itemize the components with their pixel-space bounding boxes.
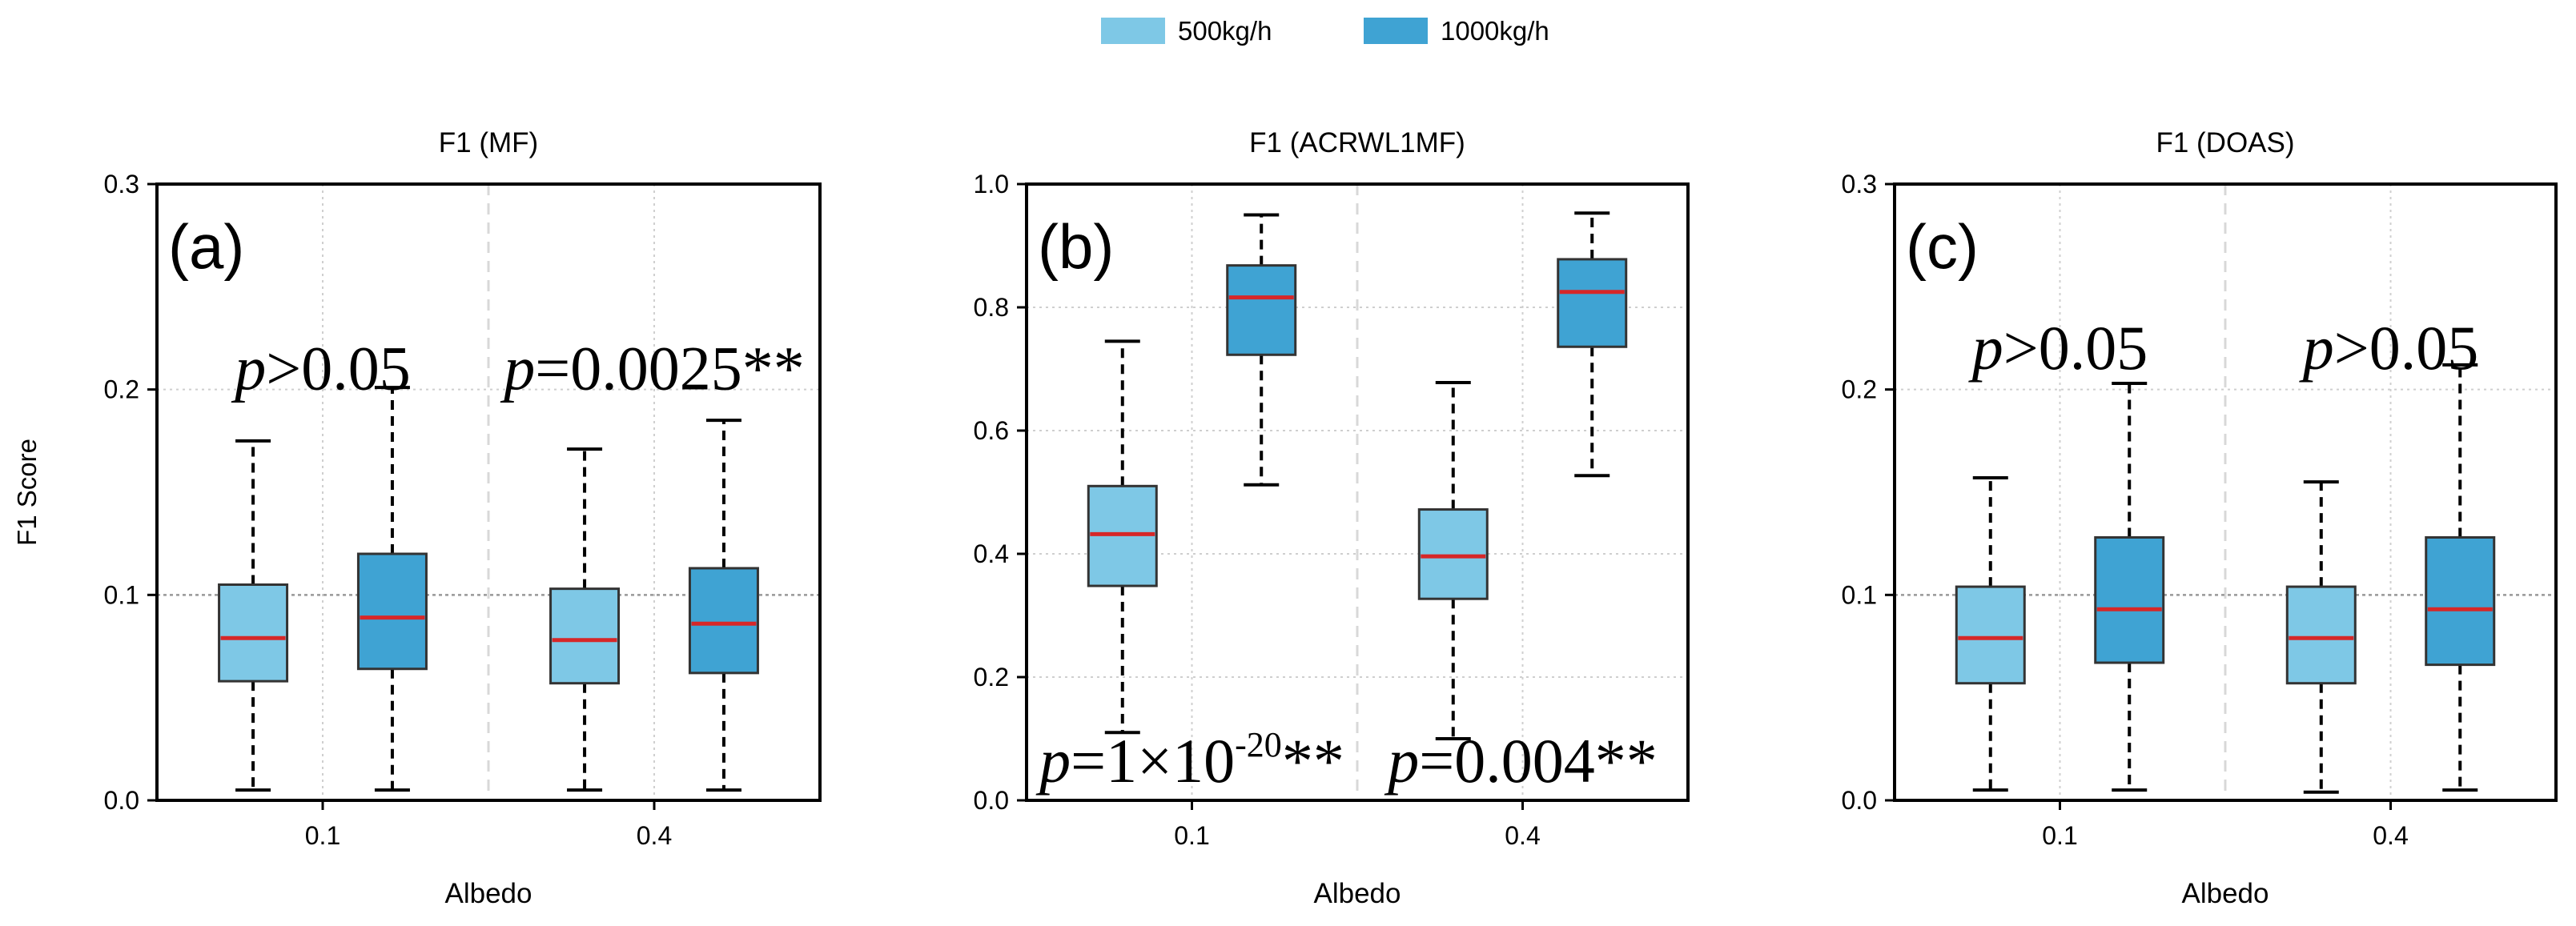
p-value-text: >0.05 — [266, 334, 411, 403]
y-tick-label: 0.2 — [974, 663, 1009, 691]
x-axis-label: Albedo — [445, 878, 532, 909]
p-value-annotation: p>0.05 — [2299, 313, 2479, 383]
box-iqr — [2094, 535, 2165, 664]
box-500kg/h-albedo-0.4 — [2285, 480, 2357, 794]
box-iqr — [356, 552, 428, 671]
p-value-annotation: p=0.0025** — [500, 334, 805, 403]
y-tick-label: 0.3 — [1842, 170, 1877, 198]
box-iqr — [1226, 264, 1297, 356]
legend-swatch-1 — [1364, 18, 1428, 44]
box-500kg/h-albedo-0.1 — [1955, 476, 2026, 792]
x-tick-label: 0.1 — [2042, 821, 2077, 850]
p-symbol: p — [2299, 313, 2334, 383]
p-value-text: >0.05 — [2003, 313, 2148, 383]
box-iqr — [218, 583, 289, 683]
y-tick-label: 0.0 — [974, 786, 1009, 815]
panel-2: 0.0 0.2 0.4 0.6 0.8 1.0 0.1 0.4 F1 (ACRWL1MF) Alb… — [974, 127, 1690, 909]
p-value-annotation: p>0.05 — [231, 334, 411, 403]
p-value-text: =0.0025** — [535, 334, 805, 403]
p-value-suffix: ** — [1282, 726, 1344, 796]
box-iqr — [2285, 585, 2357, 685]
p-symbol: p — [500, 334, 535, 403]
box-1000kg/h-albedo-0.1 — [2094, 381, 2165, 792]
box-iqr — [1417, 508, 1489, 600]
y-tick-label: 0.2 — [104, 375, 139, 404]
p-symbol: p — [231, 334, 266, 403]
box-1000kg/h-albedo-0.4 — [688, 419, 759, 792]
x-axis-label: Albedo — [1314, 878, 1401, 909]
panel-1: 0.0 0.1 0.2 0.3 0.1 0.4 F1 (MF) Albedo F1 Score (… — [12, 127, 822, 909]
y-tick-label: 1.0 — [974, 170, 1009, 198]
y-tick-label: 0.4 — [974, 539, 1009, 568]
box-500kg/h-albedo-0.1 — [1087, 339, 1158, 735]
y-axis-label: F1 Score — [12, 439, 42, 546]
legend-label-1: 1000kg/h — [1441, 16, 1549, 46]
x-axis-label: Albedo — [2182, 878, 2269, 909]
p-value-exponent: -20 — [1235, 725, 1282, 764]
p-value-annotation: p>0.05 — [1968, 313, 2148, 383]
x-tick-label: 0.1 — [305, 821, 340, 850]
box-iqr — [688, 567, 759, 675]
panel-title: F1 (MF) — [439, 127, 538, 158]
axes-frame — [1025, 182, 1690, 802]
y-tick-label: 0.2 — [1842, 375, 1877, 404]
p-value-text: >0.05 — [2334, 313, 2479, 383]
p-symbol: p — [1384, 726, 1419, 796]
panel-title: F1 (ACRWL1MF) — [1249, 127, 1465, 158]
p-value-annotation: p=1×10-20** — [1035, 725, 1344, 796]
x-tick-label: 0.4 — [637, 821, 672, 850]
box-iqr — [1557, 258, 1628, 348]
box-1000kg/h-albedo-0.1 — [356, 386, 428, 792]
panel-title: F1 (DOAS) — [2156, 127, 2294, 158]
p-value-annotation: p=0.004** — [1384, 726, 1658, 796]
y-tick-label: 0.0 — [1842, 786, 1877, 815]
box-1000kg/h-albedo-0.4 — [1557, 211, 1628, 478]
y-tick-label: 0.1 — [104, 580, 139, 609]
box-iqr — [549, 587, 621, 685]
x-tick-label: 0.1 — [1174, 821, 1209, 850]
panel-3: 0.00.10.20.30.1 0.4F1 (DOAS)Albedo(c)p>0.… — [1842, 127, 2558, 909]
p-symbol: p — [1035, 726, 1071, 796]
p-symbol: p — [1968, 313, 2003, 383]
box-500kg/h-albedo-0.4 — [549, 447, 621, 792]
panel-label: (a) — [168, 211, 244, 282]
y-tick-label: 0.0 — [104, 786, 139, 815]
legend-label-0: 500kg/h — [1178, 16, 1272, 46]
y-tick-label: 0.6 — [974, 416, 1009, 445]
axes-frame — [155, 182, 822, 802]
legend-swatch-0 — [1101, 18, 1165, 44]
box-500kg/h-albedo-0.4 — [1417, 380, 1489, 740]
box-500kg/h-albedo-0.1 — [218, 439, 289, 792]
axes-frame — [1893, 182, 2558, 802]
y-tick-label: 0.8 — [974, 293, 1009, 322]
box-1000kg/h-albedo-0.4 — [2425, 363, 2496, 792]
p-value-text: =1×10 — [1071, 726, 1235, 796]
box-iqr — [2425, 535, 2496, 667]
x-tick-label: 0.4 — [2373, 821, 2408, 850]
box-1000kg/h-albedo-0.1 — [1226, 213, 1297, 487]
panel-label: (b) — [1038, 211, 1114, 282]
p-value-text: =0.004** — [1419, 726, 1658, 796]
legend: 500kg/h 1000kg/h — [1101, 16, 1549, 46]
panel-label: (c) — [1906, 211, 1979, 282]
y-tick-label: 0.3 — [104, 170, 139, 198]
y-tick-label: 0.1 — [1842, 580, 1877, 609]
x-tick-label: 0.4 — [1505, 821, 1540, 850]
box-iqr — [1955, 585, 2026, 685]
